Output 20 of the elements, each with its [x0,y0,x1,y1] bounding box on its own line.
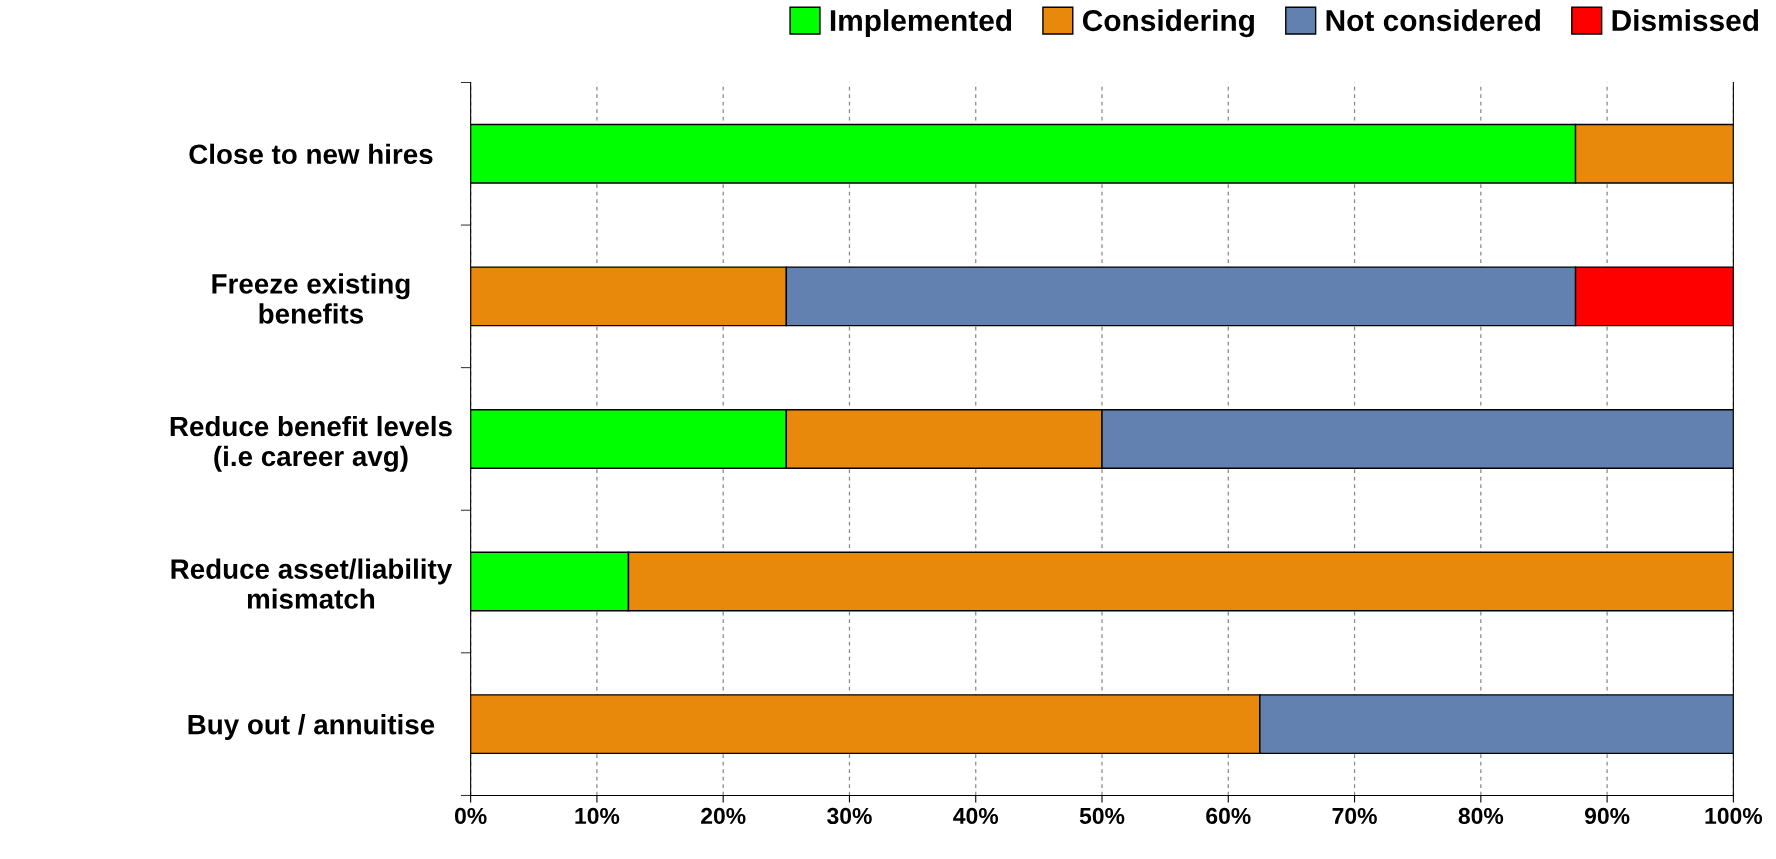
x-tick-label: 80% [1458,807,1504,825]
x-tick-label: 30% [827,807,872,825]
x-tick-label: 50% [1079,807,1125,825]
x-tick-label: 20% [701,807,746,825]
x-tick-label: 0% [454,807,487,825]
x-tick-label: 60% [1206,807,1251,825]
x-tick-label: 70% [1332,807,1377,825]
x-tick-label: 100% [1705,807,1763,825]
legend-label: Implemented [830,9,1012,38]
y-tick-label: Buy out / annuitise [188,714,435,740]
legend-label: Not considered [1326,9,1540,32]
x-tick-label: 10% [575,807,620,825]
y-tick-label: Close to new hires [189,143,433,165]
legend-label: Considering [1082,9,1254,38]
y-tick-label: Reduce benefit levels (i.e career avg) [170,415,452,472]
x-tick-label: 90% [1584,807,1630,825]
legend-label: Dismissed [1612,9,1759,32]
x-tick-label: 40% [953,807,999,825]
y-tick-label: Reduce asset/liability mismatch [171,558,453,609]
y-tick-label: Freeze existing benefits [212,273,410,324]
